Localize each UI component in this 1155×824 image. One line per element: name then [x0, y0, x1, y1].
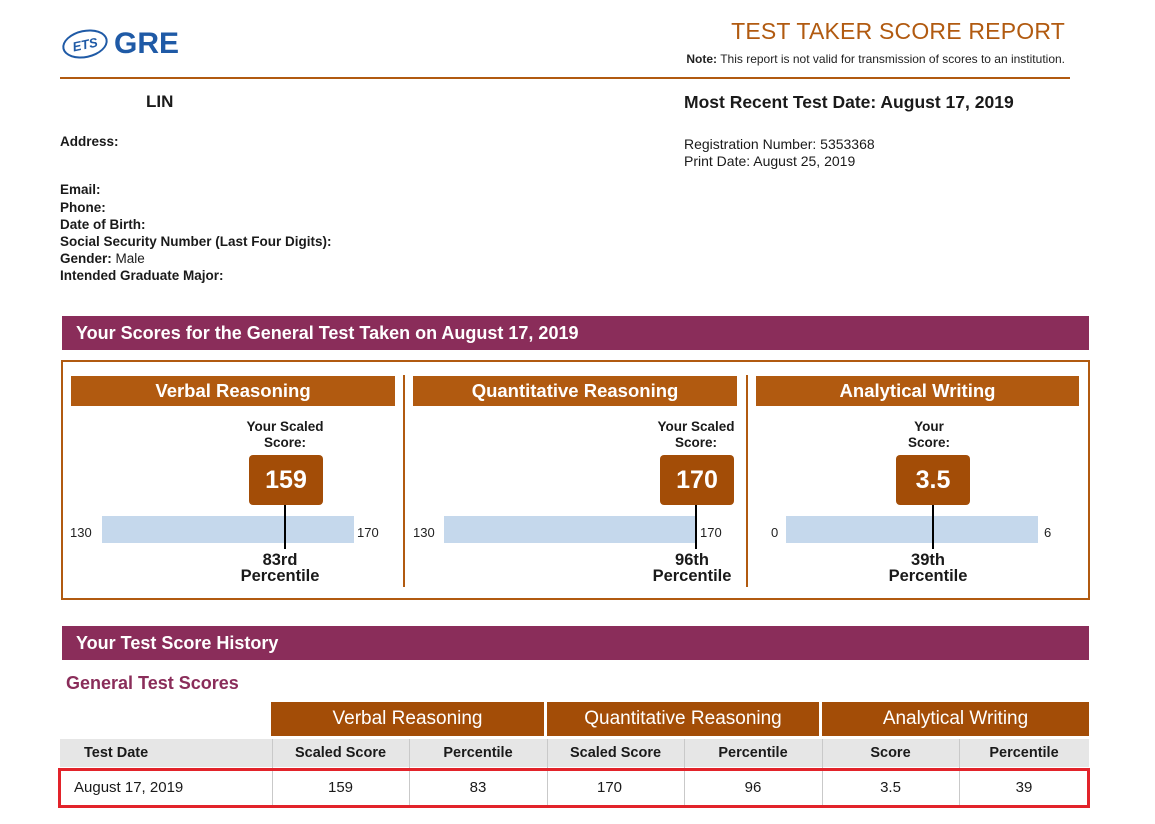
ssn-label: Social Security Number (Last Four Digits… [60, 234, 332, 249]
writing-score-marker [932, 505, 934, 549]
th-writing-percentile: Percentile [989, 745, 1059, 761]
verbal-min-tick: 130 [70, 525, 92, 540]
cell-quant-percentile: 96 [744, 778, 762, 796]
dob-label: Date of Birth: [60, 217, 146, 232]
th-quant-percentile: Percentile [718, 745, 788, 761]
verbal-max-tick: 170 [357, 525, 379, 540]
cell-verbal-scaled: 159 [327, 778, 354, 796]
writing-percentile: 39th Percentile [888, 551, 968, 585]
writing-score-box: 3.5 [896, 455, 970, 505]
phone-label: Phone: [60, 200, 106, 215]
gre-logo-text: GRE [114, 27, 180, 60]
cell-quant-scaled: 170 [596, 778, 623, 796]
verbal-header: Verbal Reasoning [71, 376, 395, 406]
writing-min-tick: 0 [771, 525, 779, 540]
verbal-score-marker [283, 505, 286, 549]
general-test-scores-heading: General Test Scores [66, 673, 239, 693]
latest-row-highlight [58, 768, 1090, 808]
panel-divider [403, 375, 405, 587]
history-group-quant: Quantitative Reasoning [547, 702, 819, 736]
gender-label: Gender: [60, 251, 112, 266]
history-group-writing: Analytical Writing [822, 702, 1089, 736]
note-label: Note: [686, 52, 718, 66]
th-writing-score: Score [870, 745, 911, 761]
most-recent-test-date: Most Recent Test Date: August 17, 2019 [684, 92, 1014, 112]
history-header-row [60, 739, 1089, 767]
cell-verbal-percentile: 83 [469, 778, 487, 796]
table-divider [547, 739, 548, 805]
writing-scaled-label: Your Score: [907, 419, 951, 450]
table-divider [822, 739, 823, 805]
ets-gre-logo: ETS GRE [59, 24, 180, 64]
th-verbal-percentile: Percentile [443, 745, 513, 761]
major-label: Intended Graduate Major: [60, 268, 224, 283]
taker-name: LIN [146, 92, 174, 111]
writing-max-tick: 6 [1044, 525, 1052, 540]
cell-writing-score: 3.5 [880, 778, 901, 796]
th-verbal-scaled: Scaled Score [294, 745, 387, 761]
quant-score-bar [444, 516, 696, 543]
th-test-date: Test Date [84, 745, 149, 761]
print-date: Print Date: August 25, 2019 [684, 153, 856, 169]
panel-divider [746, 375, 748, 587]
table-divider [409, 739, 410, 805]
ets-logo-mark: ETS [59, 25, 111, 63]
gender-field: Gender: Male [60, 251, 145, 266]
cell-test-date: August 17, 2019 [74, 778, 184, 796]
cell-writing-percentile: 39 [1015, 778, 1033, 796]
verbal-score-bar [102, 516, 354, 543]
table-divider [959, 739, 960, 805]
address-label: Address: [60, 134, 119, 149]
history-section-header: Your Test Score History [62, 626, 1089, 660]
email-label: Email: [60, 182, 101, 197]
verbal-score-box: 159 [249, 455, 323, 505]
note-text: This report is not valid for transmissio… [720, 52, 1065, 66]
table-divider [684, 739, 685, 805]
header-divider [60, 77, 1070, 79]
report-note: Note: This report is not valid for trans… [686, 52, 1065, 66]
quant-scaled-label: Your Scaled Score: [657, 419, 735, 450]
table-divider [272, 739, 273, 805]
scores-section-header: Your Scores for the General Test Taken o… [62, 316, 1089, 350]
gender-value: Male [115, 251, 145, 266]
verbal-scaled-label: Your Scaled Score: [246, 419, 324, 450]
report-title: TEST TAKER SCORE REPORT [731, 18, 1065, 44]
writing-header: Analytical Writing [756, 376, 1079, 406]
quant-header: Quantitative Reasoning [413, 376, 737, 406]
quant-percentile: 96th Percentile [652, 551, 732, 585]
quant-score-box: 170 [660, 455, 734, 505]
writing-score-bar [786, 516, 1038, 543]
registration-number: Registration Number: 5353368 [684, 136, 875, 152]
th-quant-scaled: Scaled Score [569, 745, 662, 761]
history-group-verbal: Verbal Reasoning [271, 702, 544, 736]
quant-min-tick: 130 [413, 525, 435, 540]
quant-score-marker [695, 505, 697, 549]
scores-panel [61, 360, 1090, 600]
verbal-percentile: 83rd Percentile [240, 551, 320, 585]
quant-max-tick: 170 [700, 525, 722, 540]
